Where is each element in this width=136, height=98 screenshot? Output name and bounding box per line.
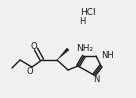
Text: O: O [27,67,33,75]
Text: H: H [79,16,85,25]
Text: NH₂: NH₂ [76,44,93,53]
Text: N: N [93,75,99,84]
Text: NH: NH [101,50,114,59]
Polygon shape [57,48,69,60]
Text: O: O [31,41,37,50]
Text: HCl: HCl [80,8,96,16]
